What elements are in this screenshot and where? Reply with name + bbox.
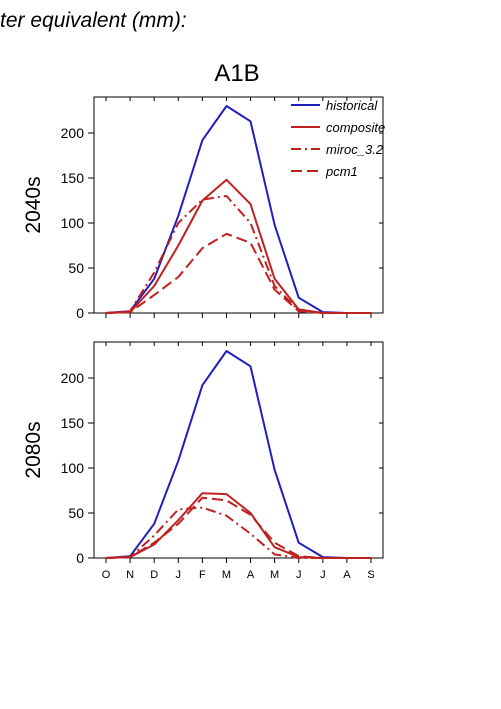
y-tick-label: 0	[76, 550, 84, 566]
header-text: ter equivalent (mm):	[0, 9, 187, 32]
series-line-miroc-3-2	[105, 506, 371, 559]
x-tick-label: O	[102, 569, 111, 581]
y-tick-label: 50	[68, 505, 84, 521]
y-tick-label: 100	[61, 460, 85, 476]
panel-label: 2040s	[22, 176, 45, 233]
series-line-historical	[105, 350, 371, 559]
panel-label: 2080s	[22, 421, 45, 478]
chart-panels: 0 50 100 150 200 2040s historical composite miro…	[22, 96, 385, 581]
x-tick-label: A	[247, 569, 255, 581]
legend-entry: historical	[326, 98, 378, 113]
x-tick-label: M	[270, 569, 279, 581]
chart-title: A1B	[214, 60, 259, 87]
y-tick-label: 150	[61, 415, 85, 431]
plot-frame	[93, 96, 384, 314]
x-tick-label: N	[126, 569, 134, 581]
x-tick-label: J	[176, 569, 182, 581]
x-tick-label: A	[343, 569, 351, 581]
panel-2080s: 0 50 100 150 200 O N D J F M A M J J A S 2080s	[22, 341, 384, 581]
x-tick-label: M	[222, 569, 231, 581]
panel-2040s: 0 50 100 150 200 2040s historical composite miro…	[22, 96, 385, 321]
series-line-pcm1	[105, 496, 371, 559]
y-tick-label: 150	[61, 170, 85, 186]
x-tick-label: J	[320, 569, 326, 581]
x-tick-label: F	[199, 569, 206, 581]
y-tick-label: 200	[61, 370, 85, 386]
y-tick-label: 100	[61, 215, 85, 231]
legend-entry: miroc_3.2	[326, 142, 384, 157]
legend: historical composite miroc_3.2 pcm1	[291, 98, 385, 179]
series-line-pcm1	[105, 232, 371, 314]
series-line-composite	[105, 178, 371, 314]
legend-entry: composite	[326, 120, 385, 135]
y-tick-label: 50	[68, 260, 84, 276]
plot-frame	[93, 341, 384, 559]
y-tick-label: 0	[76, 305, 84, 321]
legend-entry: pcm1	[325, 164, 358, 179]
x-tick-label: S	[367, 569, 374, 581]
x-tick-label: D	[150, 569, 158, 581]
x-tick-label: J	[296, 569, 302, 581]
y-tick-label: 200	[61, 125, 85, 141]
